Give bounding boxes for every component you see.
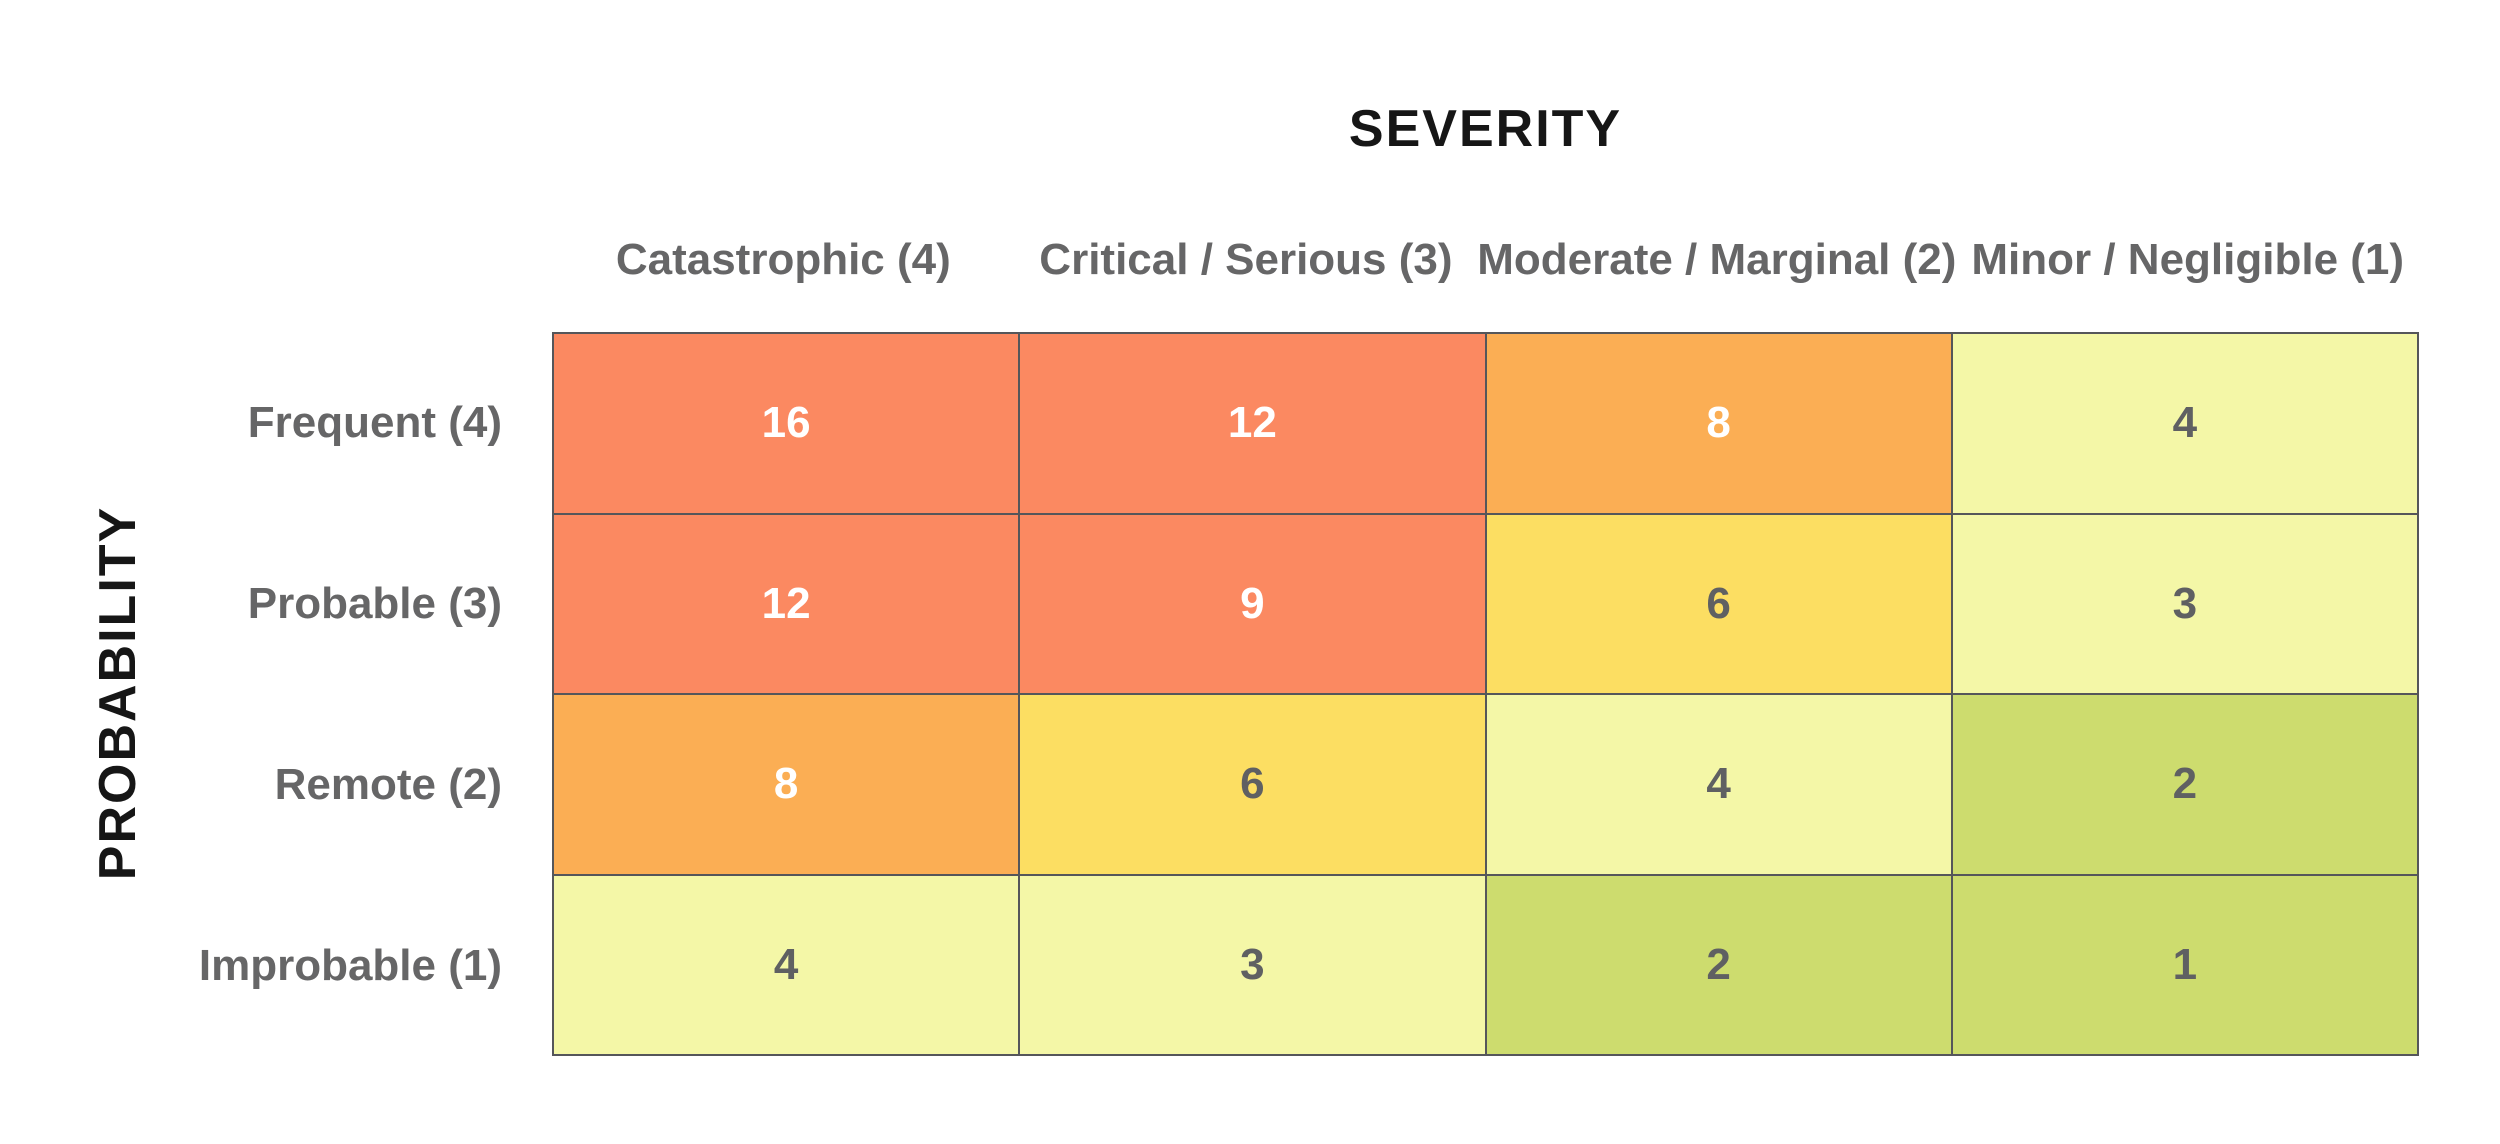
row-label: Frequent (4) bbox=[247, 397, 502, 447]
matrix-cell: 2 bbox=[1486, 875, 1951, 1054]
row-label: Probable (3) bbox=[247, 578, 502, 628]
column-header: Minor / Negligible (1) bbox=[1971, 235, 2405, 284]
row-label-column: Frequent (4) Probable (3) Remote (2) Improb… bbox=[0, 332, 502, 1056]
row-label: Remote (2) bbox=[274, 759, 502, 809]
matrix-cell: 6 bbox=[1020, 695, 1485, 874]
column-header-row: Catastrophic (4) Critical / Serious (3) Mo… bbox=[552, 234, 2419, 286]
matrix-cell: 16 bbox=[554, 334, 1019, 513]
matrix-grid: 16 12 8 4 12 9 6 3 8 6 4 2 4 3 2 1 bbox=[552, 332, 2419, 1056]
matrix-cell: 12 bbox=[1020, 334, 1485, 513]
matrix-cell: 12 bbox=[554, 514, 1019, 693]
matrix-cell: 6 bbox=[1486, 514, 1951, 693]
severity-axis-title: SEVERITY bbox=[1348, 100, 1623, 158]
matrix-cell: 4 bbox=[554, 875, 1019, 1054]
matrix-cell: 3 bbox=[1952, 514, 2417, 693]
matrix-cell: 4 bbox=[1486, 695, 1951, 874]
column-header: Moderate / Marginal (2) bbox=[1477, 235, 1957, 284]
column-header: Catastrophic (4) bbox=[615, 235, 951, 284]
row-label: Improbable (1) bbox=[198, 940, 502, 990]
matrix-cell: 4 bbox=[1952, 334, 2417, 513]
matrix-cell: 8 bbox=[1486, 334, 1951, 513]
matrix-cell: 8 bbox=[554, 695, 1019, 874]
matrix-cell: 9 bbox=[1020, 514, 1485, 693]
matrix-cell: 3 bbox=[1020, 875, 1485, 1054]
matrix-cell: 1 bbox=[1952, 875, 2417, 1054]
matrix-cell: 2 bbox=[1952, 695, 2417, 874]
column-header: Critical / Serious (3) bbox=[1039, 235, 1453, 284]
